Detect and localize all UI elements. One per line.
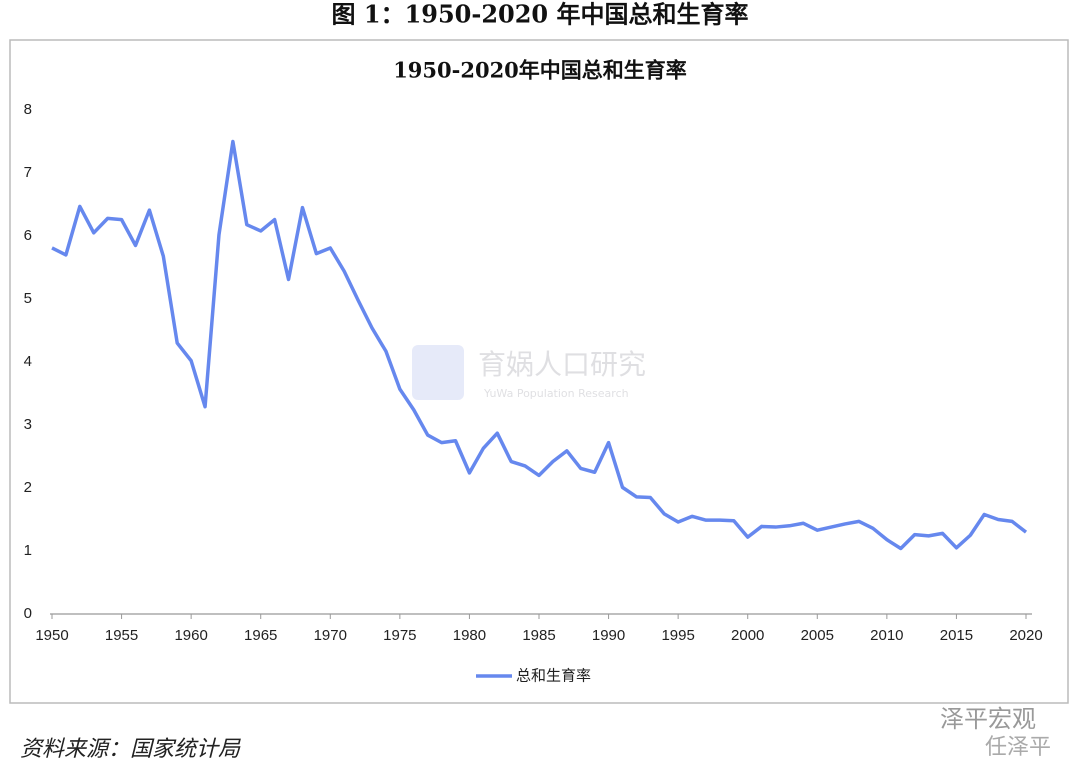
x-tick-label: 1960: [174, 627, 207, 644]
caption: 图 1：1950-2020 年中国总和生育率: [332, 0, 749, 29]
x-tick-label: 1955: [105, 627, 138, 644]
watermark-text: 育娲人口研究: [478, 348, 646, 381]
x-tick-label: 1995: [661, 627, 694, 644]
corner-watermark: 泽平宏观: [940, 705, 1036, 733]
watermark: 育娲人口研究 YuWa Population Research: [412, 345, 646, 400]
x-tick-label: 1975: [383, 627, 416, 644]
x-tick-label: 1985: [522, 627, 555, 644]
x-tick-label: 2000: [731, 627, 764, 644]
y-tick-label: 2: [24, 479, 32, 496]
x-tick-label: 1970: [314, 627, 347, 644]
x-tick-label: 1980: [453, 627, 486, 644]
y-tick-label: 7: [24, 164, 32, 181]
x-tick-label: 2010: [870, 627, 903, 644]
watermark-sub: YuWa Population Research: [483, 387, 629, 400]
x-tick-label: 2015: [940, 627, 973, 644]
watermark-logo: [412, 345, 464, 400]
y-tick-label: 8: [24, 101, 32, 118]
x-tick-label: 1965: [244, 627, 277, 644]
chart-frame: [9, 39, 1069, 704]
series-line: [51, 139, 1028, 551]
y-tick-label: 3: [24, 416, 32, 433]
x-tick-label: 2020: [1009, 627, 1042, 644]
y-tick-label: 6: [24, 227, 32, 244]
corner-watermark-sub: 任泽平: [985, 735, 1051, 760]
x-tick-label: 1990: [592, 627, 625, 644]
x-tick-label: 1950: [35, 627, 68, 644]
y-tick-label: 5: [24, 290, 32, 307]
legend-label: 总和生育率: [516, 667, 591, 685]
y-tick-label: 1: [24, 542, 32, 559]
y-tick-label: 4: [24, 353, 32, 370]
chart-title: 1950-2020年中国总和生育率: [393, 58, 687, 83]
x-tick-label: 2005: [801, 627, 834, 644]
source: 资料来源：国家统计局: [20, 737, 241, 762]
y-tick-label: 0: [24, 605, 32, 622]
